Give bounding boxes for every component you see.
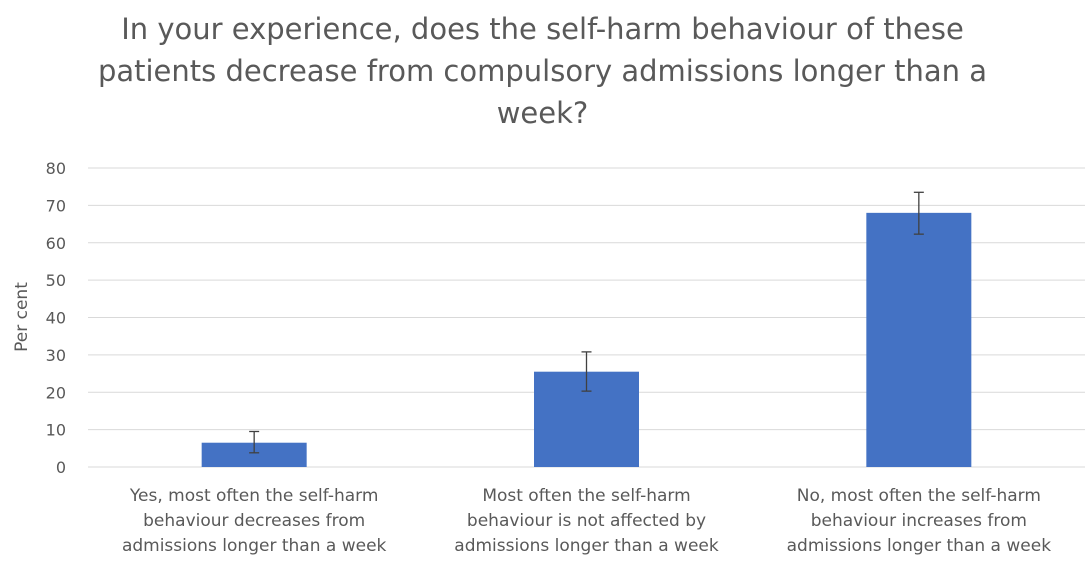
error-bar-2 bbox=[581, 351, 592, 392]
x-category-label-1: Yes, most often the self-harm behaviour … bbox=[121, 486, 387, 556]
y-tick-label: 50 bbox=[46, 271, 66, 290]
y-tick-label: 0 bbox=[56, 458, 66, 477]
bars bbox=[201, 212, 972, 467]
x-category-label-3: No, most often the self-harm behaviour i… bbox=[786, 486, 1052, 556]
y-tick-label: 60 bbox=[46, 234, 66, 253]
y-axis-title: Per cent bbox=[12, 282, 32, 352]
error-bars bbox=[249, 191, 924, 454]
error-bar-1 bbox=[249, 430, 260, 454]
y-tick-label: 20 bbox=[46, 383, 66, 402]
y-tick-label: 30 bbox=[46, 346, 66, 365]
y-axis-ticks: 0 10 20 30 40 50 60 70 80 bbox=[46, 159, 66, 477]
y-tick-label: 80 bbox=[46, 159, 66, 178]
error-bar-3 bbox=[913, 191, 924, 235]
x-category-label-2: Most often the self-harm behaviour is no… bbox=[454, 486, 719, 556]
bar-3 bbox=[866, 212, 972, 467]
y-tick-label: 40 bbox=[46, 309, 66, 328]
chart-title: In your experience, does the self-harm b… bbox=[97, 12, 988, 130]
y-tick-label: 70 bbox=[46, 196, 66, 215]
y-tick-label: 10 bbox=[46, 421, 66, 440]
